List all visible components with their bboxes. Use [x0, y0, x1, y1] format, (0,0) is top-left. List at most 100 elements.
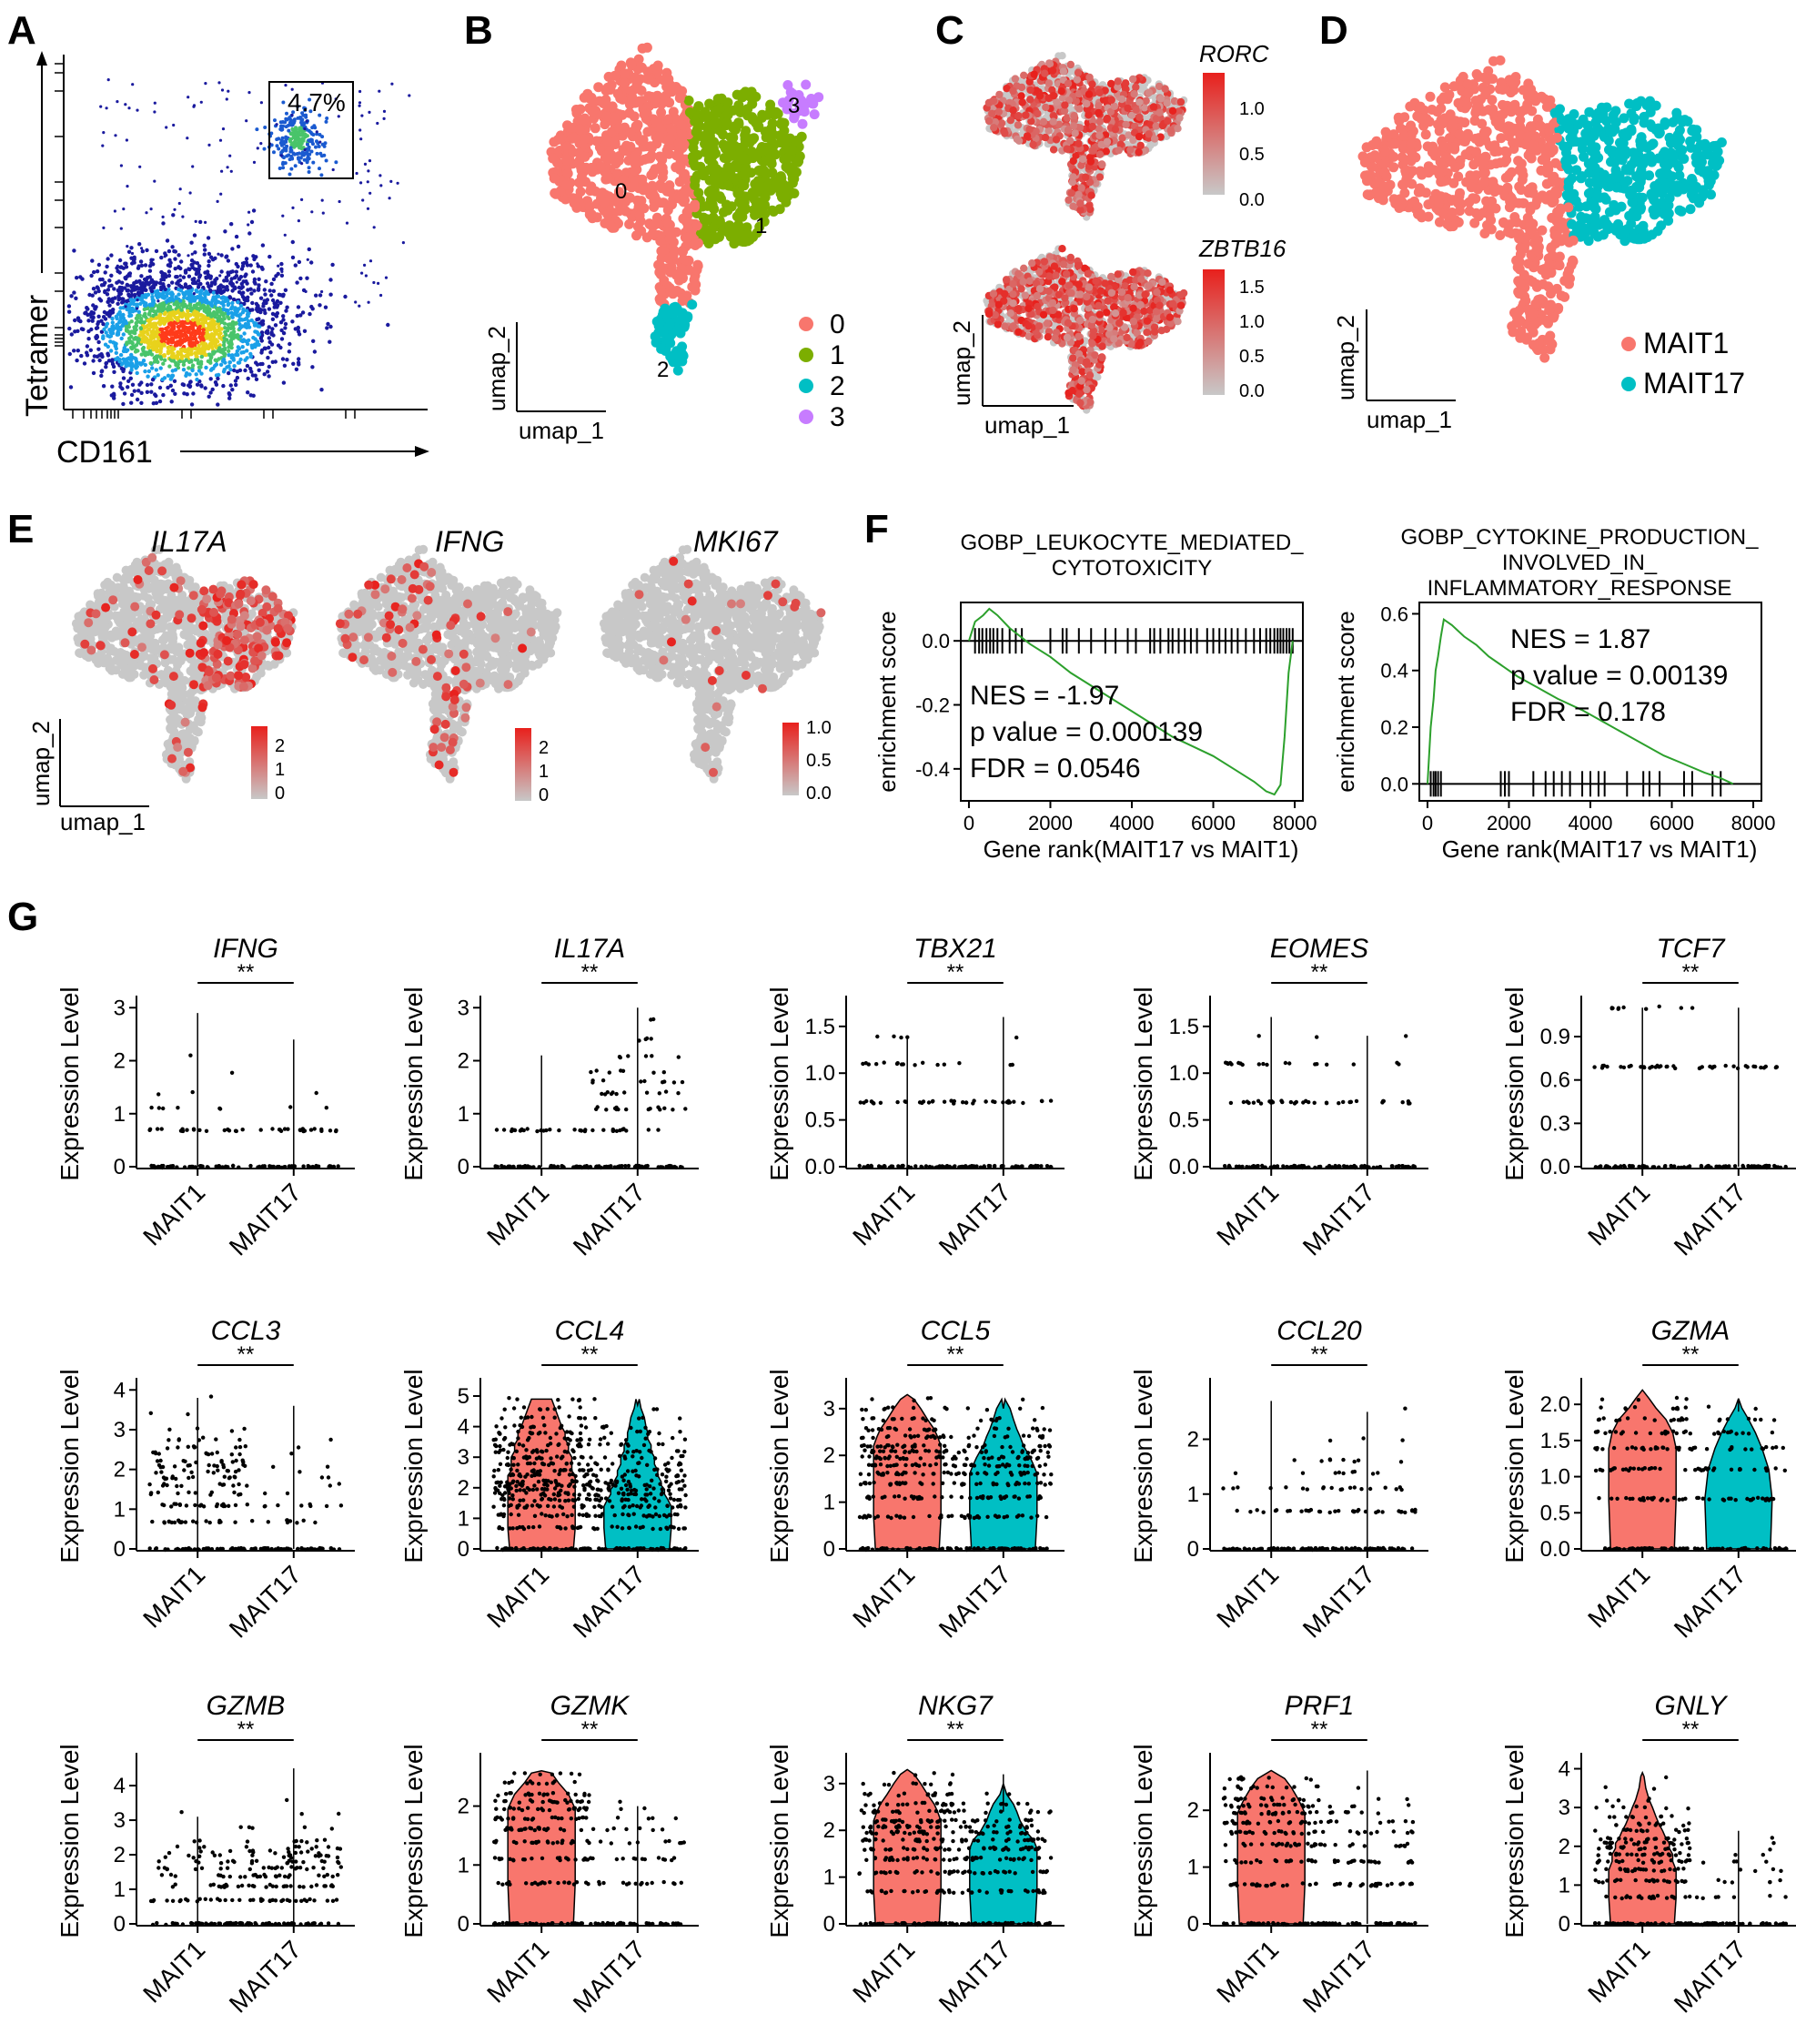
flow-cell-dot [97, 278, 103, 282]
flow-cell-dot [166, 345, 171, 349]
umap-cell-dot [586, 162, 597, 173]
gate-percent: 4.7% [288, 88, 346, 116]
flow-cell-dot [132, 389, 136, 393]
flow-cell-dot [158, 366, 163, 370]
flow-cell-dot [197, 348, 201, 353]
flow-cell-dot [318, 133, 322, 137]
flow-cell-dot [98, 299, 104, 303]
flow-cell-dot [322, 144, 327, 148]
umap-cell-dot [768, 207, 779, 217]
flow-cell-dot [234, 274, 239, 278]
flow-cell-dot [213, 256, 217, 260]
flow-cell-dot [379, 184, 383, 187]
flow-cell-dot [161, 221, 166, 226]
umap-cell-dot [1066, 60, 1075, 69]
flow-cell-dot [263, 292, 267, 297]
flow-cell-dot [178, 266, 183, 271]
umap-b-x-label: umap_1 [519, 417, 604, 444]
flow-cell-dot [355, 171, 358, 176]
flow-cell-dot [304, 289, 308, 293]
flow-cell-dot [173, 343, 178, 348]
umap-cell-dot [1098, 160, 1106, 169]
umap-cell-dot [733, 118, 744, 129]
flow-cell-dot [157, 385, 163, 390]
flow-cell-dot [248, 263, 253, 268]
flow-cell-dot [199, 354, 204, 359]
cluster-label-3: 3 [788, 94, 800, 118]
umap-b-y-label: umap_2 [483, 326, 510, 411]
flow-cell-dot [136, 299, 139, 302]
flow-cell-dot [262, 147, 267, 151]
flow-cell-dot [116, 264, 119, 268]
flow-cell-dot [209, 303, 215, 309]
flow-cell-dot [384, 276, 388, 279]
legend-label-2: 2 [830, 371, 845, 401]
umap-cell-dot [740, 204, 751, 215]
flow-cell-dot [149, 207, 153, 211]
flow-cell-dot [103, 317, 108, 321]
flow-cell-dot [206, 333, 210, 338]
flow-cell-dot [136, 319, 140, 324]
flow-cell-dot [289, 142, 294, 147]
umap-cell-dot [634, 210, 645, 221]
flow-cell-dot [218, 274, 222, 278]
flow-cell-dot [238, 357, 243, 362]
flow-cell-dot [360, 114, 364, 117]
umap-cell-dot [1075, 105, 1084, 113]
flow-cell-dot [216, 199, 219, 203]
umap-cell-dot [1079, 155, 1087, 164]
umap-cell-dot [610, 137, 621, 147]
umap-cell-dot [681, 174, 691, 185]
flow-cell-dot [229, 330, 234, 336]
umap-cell-dot [665, 318, 675, 329]
flow-cell-dot [91, 370, 96, 376]
umap-cell-dot [1026, 96, 1034, 104]
flow-cell-dot [166, 308, 171, 312]
flow-cell-dot [189, 402, 195, 407]
umap-cell-dot [704, 131, 715, 142]
flow-cell-dot [319, 388, 324, 392]
umap-cell-dot [1073, 76, 1082, 84]
flow-cell-dot [109, 327, 114, 332]
flow-cell-dot [267, 254, 272, 259]
umap-cell-dot [748, 115, 758, 126]
flow-cell-dot [106, 78, 110, 82]
flow-cell-dot [204, 220, 207, 224]
flow-cell-dot [110, 359, 115, 364]
flow-cell-dot [91, 315, 96, 320]
umap-cell-dot [789, 188, 800, 198]
flow-cell-dot [124, 327, 129, 332]
flow-cell-dot [181, 215, 185, 218]
flow-cell-dot [137, 242, 142, 247]
legend-label-3: 3 [830, 402, 845, 432]
flow-cell-dot [145, 276, 150, 280]
flow-cell-dot [159, 285, 164, 289]
flow-cell-dot [133, 364, 137, 369]
flow-cell-dot [368, 191, 372, 195]
flow-cell-dot [150, 378, 156, 382]
flow-cell-dot [319, 173, 324, 177]
umap-cell-dot [687, 299, 698, 310]
flow-cell-dot [163, 287, 167, 291]
flow-cell-dot [167, 349, 172, 354]
flow-cell-dot [303, 148, 307, 152]
umap-cell-dot [576, 171, 587, 182]
flow-cell-dot [197, 343, 201, 348]
flow-cell-dot [250, 269, 256, 274]
flow-cell-dot [281, 214, 285, 218]
flow-cell-dot [250, 373, 256, 378]
umap-cell-dot [710, 172, 721, 182]
umap-cell-dot [601, 111, 612, 122]
flow-cell-dot [251, 335, 256, 340]
flow-cell-dot [242, 331, 247, 336]
umap-cell-dot [1089, 147, 1098, 155]
umap-cell-dot [632, 221, 643, 232]
flow-cell-dot [130, 306, 135, 311]
flow-cell-dot [135, 397, 140, 402]
flow-cell-dot [290, 157, 295, 161]
flow-cell-dot [171, 339, 176, 344]
flow-cell-dot [239, 350, 244, 355]
flow-cell-dot [293, 143, 298, 147]
umap-cell-dot [792, 135, 803, 146]
flow-cell-dot [230, 269, 235, 274]
